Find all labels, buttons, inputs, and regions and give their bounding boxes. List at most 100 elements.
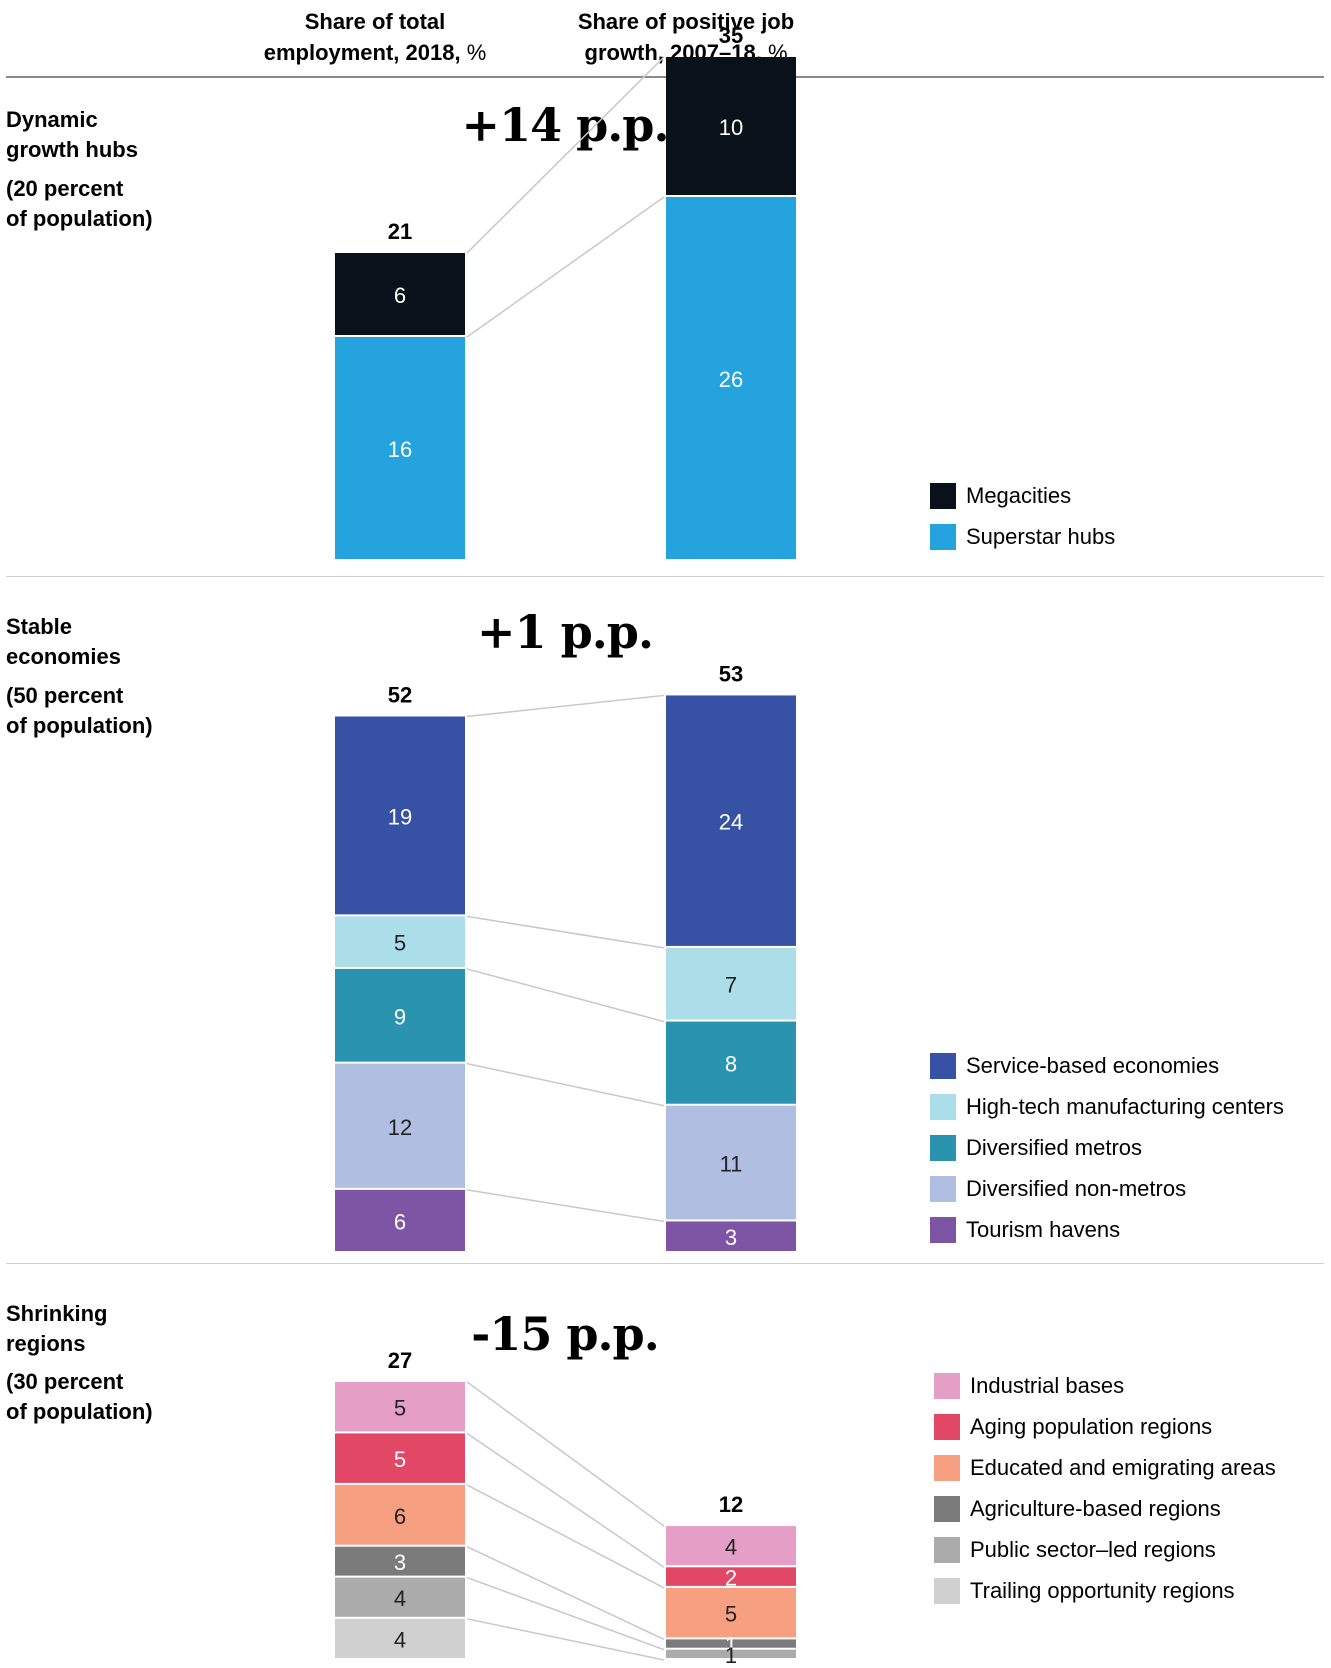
- data-label: 6: [394, 1209, 406, 1234]
- group-population-share: (30 percent of population): [6, 1369, 153, 1424]
- legend-swatch: [934, 1578, 960, 1604]
- column-header-employment: Share of total employment, 2018, %: [225, 6, 525, 68]
- bar-segment: [666, 1021, 796, 1104]
- bar-segment: [335, 968, 465, 1062]
- bar-segment: [666, 1221, 796, 1251]
- connector-line: [466, 1062, 665, 1107]
- legend-swatch: [934, 1414, 960, 1440]
- bar-segment: [666, 1526, 796, 1566]
- legend-swatch: [934, 1455, 960, 1481]
- bar-segment: [666, 1639, 796, 1648]
- legend-item: Service-based economies: [930, 1053, 1219, 1079]
- data-label: 5: [394, 1447, 406, 1472]
- connector-line: [466, 1432, 665, 1568]
- data-label: 1: [725, 1643, 737, 1668]
- group-divider: [6, 1263, 1324, 1264]
- group-delta: -15 p.p.: [471, 1307, 659, 1361]
- data-label: 19: [388, 804, 412, 829]
- bar-segment: [666, 695, 796, 946]
- group-population-share: (20 percent of population): [6, 176, 153, 231]
- column-header-line: Share of positive job: [577, 9, 795, 34]
- connector-line: [466, 1381, 665, 1527]
- column-header-unit: %: [466, 40, 487, 65]
- legend-swatch: [930, 1176, 956, 1202]
- data-label: 5: [394, 931, 406, 956]
- bar-segment: [666, 1105, 796, 1220]
- legend-label: Diversified non-metros: [966, 1176, 1187, 1201]
- bar-segment: [335, 1189, 465, 1251]
- legend-label: Agriculture-based regions: [970, 1496, 1221, 1521]
- connector-line: [466, 915, 665, 949]
- legend-swatch: [930, 1135, 956, 1161]
- legend-item: Diversified metros: [930, 1135, 1142, 1161]
- group-population-share: (50 percent of population): [6, 683, 153, 738]
- data-label: 6: [394, 1504, 406, 1529]
- data-label: 4: [394, 1586, 406, 1611]
- group-title-dynamic-growth-hubs: Dynamic growth hubs: [6, 107, 138, 162]
- legend-item: High-tech manufacturing centers: [930, 1094, 1284, 1120]
- total-label: 21: [388, 219, 412, 244]
- legend-item: Tourism havens: [930, 1217, 1120, 1243]
- legend-label: Trailing opportunity regions: [970, 1578, 1235, 1603]
- header-divider: [6, 76, 1324, 78]
- group-delta: +14 p.p.: [461, 98, 670, 152]
- data-label: 4: [394, 1627, 406, 1652]
- group-divider: [6, 576, 1324, 577]
- legend-item: Diversified non-metros: [930, 1176, 1186, 1202]
- connector-line: [466, 56, 665, 254]
- legend-label: Megacities: [966, 483, 1072, 508]
- legend-label: Educated and emigrating areas: [970, 1455, 1276, 1480]
- bar-segment: [666, 1587, 796, 1638]
- legend-label: High-tech manufacturing centers: [966, 1094, 1284, 1119]
- legend-swatch: [930, 524, 956, 550]
- legend-label: Superstar hubs: [966, 524, 1116, 549]
- bar-segment: [335, 1484, 465, 1545]
- total-label: 27: [388, 1348, 412, 1373]
- connector-line: [466, 694, 665, 718]
- bar-segment: [335, 337, 465, 559]
- legend-label: Public sector–led regions: [970, 1537, 1216, 1562]
- bar-segment: [666, 1567, 796, 1586]
- legend-item: Agriculture-based regions: [934, 1496, 1221, 1522]
- bar-segment: [335, 253, 465, 335]
- legend-swatch: [934, 1537, 960, 1563]
- connector-line: [466, 196, 665, 338]
- column-header-line: employment, 2018,: [263, 40, 461, 65]
- bar-segment: [666, 947, 796, 1020]
- connector-line: [466, 1189, 665, 1223]
- data-label: 26: [719, 367, 743, 392]
- total-label: 53: [719, 661, 743, 686]
- data-label: 16: [388, 437, 412, 462]
- group-title-shrinking-regions: Shrinking regions: [6, 1301, 108, 1356]
- bar-segment: [666, 197, 796, 559]
- data-label: 12: [388, 1115, 412, 1140]
- legend-item: Aging population regions: [934, 1414, 1212, 1440]
- data-label: 4: [725, 1535, 737, 1560]
- data-label: 7: [725, 973, 737, 998]
- data-label: 6: [394, 283, 406, 308]
- total-label: 35: [719, 23, 743, 48]
- total-label: 52: [388, 682, 412, 707]
- group-delta: +1 p.p.: [477, 605, 654, 659]
- bar-segment: [335, 1618, 465, 1658]
- column-header-line: Share of total: [304, 9, 446, 34]
- data-label: 11: [720, 1152, 743, 1177]
- connector-line: [466, 1546, 665, 1641]
- bar-segment: [335, 1546, 465, 1576]
- legend-swatch: [934, 1373, 960, 1399]
- total-label: 12: [719, 1492, 743, 1517]
- connector-line: [466, 1576, 665, 1651]
- legend-swatch: [934, 1496, 960, 1522]
- data-label: 5: [725, 1602, 737, 1627]
- bar-segment: [666, 57, 796, 195]
- legend-item: Industrial bases: [934, 1373, 1124, 1399]
- data-label: 5: [394, 1396, 406, 1421]
- legend-label: Service-based economies: [966, 1053, 1220, 1078]
- bar-segment: [335, 1433, 465, 1483]
- connector-line: [466, 968, 665, 1023]
- bar-segment: [335, 916, 465, 967]
- connector-line: [466, 1618, 665, 1661]
- legend-item: Megacities: [930, 483, 1071, 509]
- legend-swatch: [930, 1217, 956, 1243]
